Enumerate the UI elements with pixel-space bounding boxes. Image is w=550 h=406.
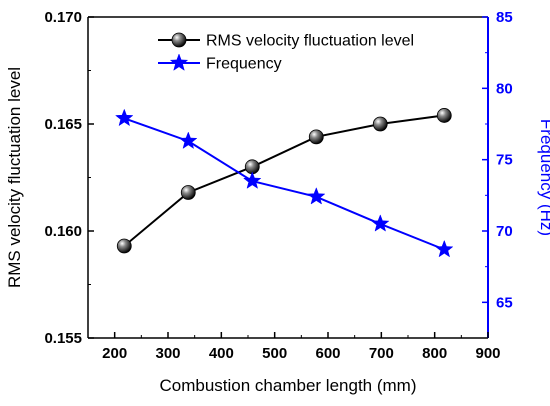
rms-series-line bbox=[123, 114, 445, 247]
legend-rms-marker bbox=[171, 32, 187, 48]
frequency-data-point bbox=[371, 214, 390, 232]
right-y-tick-label: 75 bbox=[496, 152, 513, 169]
legend-rms-label: RMS velocity fluctuation level bbox=[206, 33, 414, 50]
rms-data-point bbox=[116, 238, 132, 254]
frequency-series-line bbox=[123, 117, 445, 251]
x-tick-label: 400 bbox=[209, 345, 234, 362]
left-y-tick-label: 0.165 bbox=[44, 116, 82, 133]
rms-data-point bbox=[436, 108, 452, 123]
x-tick-label: 800 bbox=[422, 345, 447, 362]
plot-area: 200 300 400 500 600 700 800 900 0.155 0.160 0.165 0… bbox=[44, 9, 512, 362]
right-y-tick-label: 85 bbox=[496, 9, 513, 26]
rms-data-point bbox=[308, 129, 324, 145]
legend: RMS velocity fluctuation level Frequency bbox=[158, 33, 414, 73]
legend-frequency-label: Frequency bbox=[206, 56, 282, 73]
right-y-tick-label: 80 bbox=[496, 80, 513, 97]
x-tick-label: 600 bbox=[315, 345, 340, 362]
left-y-axis-title: RMS velocity fluctuation level bbox=[5, 67, 24, 288]
x-axis-title: Combustion chamber length (mm) bbox=[160, 376, 417, 395]
rms-data-point bbox=[372, 116, 388, 132]
legend-frequency-marker bbox=[169, 53, 189, 71]
left-y-tick-label: 0.160 bbox=[44, 223, 82, 240]
left-y-tick-label: 0.170 bbox=[44, 9, 82, 26]
x-tick-label: 200 bbox=[102, 345, 127, 362]
left-y-tick-label: 0.155 bbox=[44, 330, 82, 347]
right-y-tick-label: 70 bbox=[496, 223, 513, 240]
right-y-axis-title: Frequency (Hz) bbox=[537, 119, 550, 236]
x-tick-label: 900 bbox=[475, 345, 500, 362]
right-y-tick-label: 65 bbox=[496, 294, 513, 311]
x-tick-label: 700 bbox=[369, 345, 394, 362]
series-layer bbox=[115, 108, 454, 258]
frequency-data-point bbox=[435, 239, 454, 258]
x-tick-label: 500 bbox=[262, 345, 287, 362]
frequency-data-point bbox=[115, 108, 134, 127]
frequency-data-point bbox=[179, 131, 198, 149]
frequency-data-point bbox=[307, 187, 326, 205]
rms-data-point bbox=[180, 185, 196, 200]
frequency-data-point bbox=[243, 171, 262, 189]
x-tick-label: 300 bbox=[155, 345, 180, 362]
